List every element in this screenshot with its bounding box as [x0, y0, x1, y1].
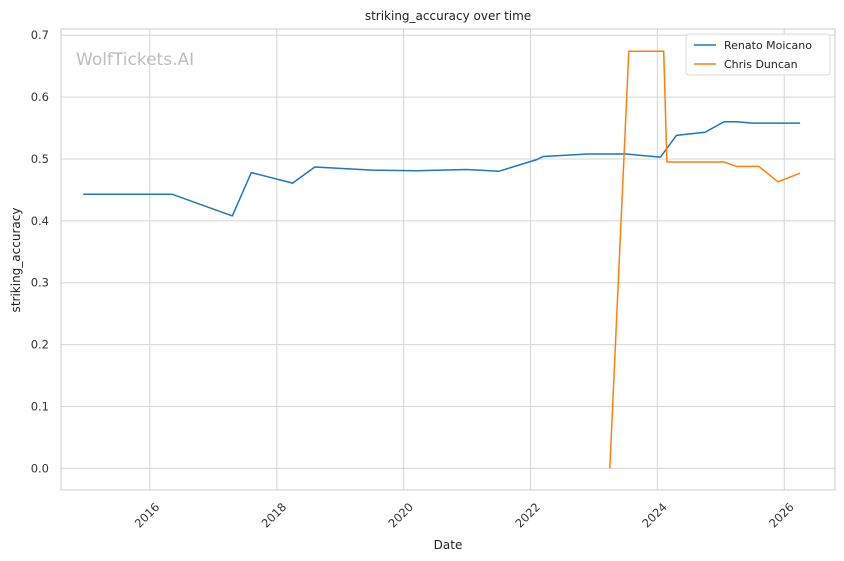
- grid: [61, 29, 835, 490]
- chart-title: striking_accuracy over time: [365, 9, 531, 23]
- y-tick-label: 0.1: [31, 399, 49, 413]
- legend-box: [685, 33, 831, 76]
- plot-area-frame: [60, 28, 836, 491]
- y-tick-label: 0.0: [31, 461, 49, 475]
- watermark-text: WolfTickets.AI: [76, 50, 194, 70]
- y-tick-label: 0.4: [31, 214, 49, 228]
- series-line-chris-duncan: [609, 50, 801, 469]
- series-line-renato-moicano: [83, 121, 801, 217]
- y-tick-label: 0.7: [31, 28, 49, 42]
- legend-label-chris-duncan: Chris Duncan: [724, 58, 798, 71]
- y-tick-label: 0.5: [31, 152, 49, 166]
- legend-label-renato-moicano: Renato Moicano: [724, 39, 812, 52]
- y-axis-label: striking_accuracy: [9, 208, 23, 313]
- y-tick-label: 0.6: [31, 90, 49, 104]
- x-axis-label: Date: [434, 538, 463, 552]
- y-tick-label: 0.3: [31, 276, 49, 290]
- y-tick-label: 0.2: [31, 338, 49, 352]
- series-lines: [83, 50, 801, 469]
- legend: Renato Moicano Chris Duncan: [685, 33, 831, 76]
